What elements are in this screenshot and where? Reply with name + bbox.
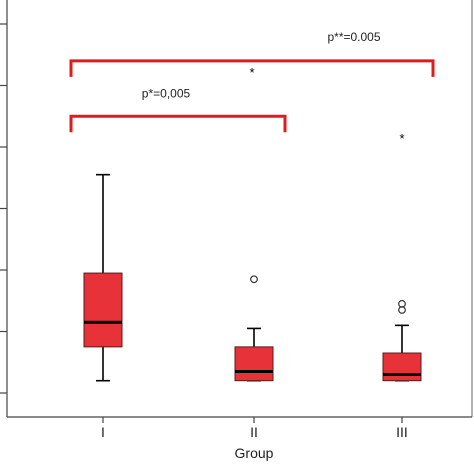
box-group-III: *: [382, 131, 422, 382]
x-tick-label-III: III: [396, 424, 408, 440]
boxes: *: [83, 131, 422, 382]
p-value-label-2: p**=0.005: [327, 30, 380, 44]
box-II: [234, 346, 274, 382]
bracket-line-2: [69, 59, 435, 77]
bracket-I-II: p*=0,005: [69, 86, 287, 133]
box-I: [83, 272, 123, 348]
box-group-I: [83, 173, 123, 382]
x-tick-label-II: II: [250, 424, 258, 440]
significance-annotations: p*=0,005 p**=0.005 *: [69, 30, 435, 133]
box-group-II: [234, 275, 274, 382]
outlier-III-2: [398, 299, 406, 308]
significance-marker-2: *: [249, 65, 254, 80]
box-III: [382, 352, 422, 382]
x-tick-label-I: I: [101, 424, 105, 440]
x-axis-label: Group: [235, 445, 274, 461]
outlier-II-1: [250, 275, 258, 284]
bracket-line-1: [69, 114, 287, 133]
p-value-label-1: p*=0,005: [142, 86, 191, 100]
axes: I II III: [0, 0, 473, 440]
extreme-outlier-III-1: *: [399, 131, 404, 146]
bracket-I-III: p**=0.005 *: [69, 30, 435, 80]
